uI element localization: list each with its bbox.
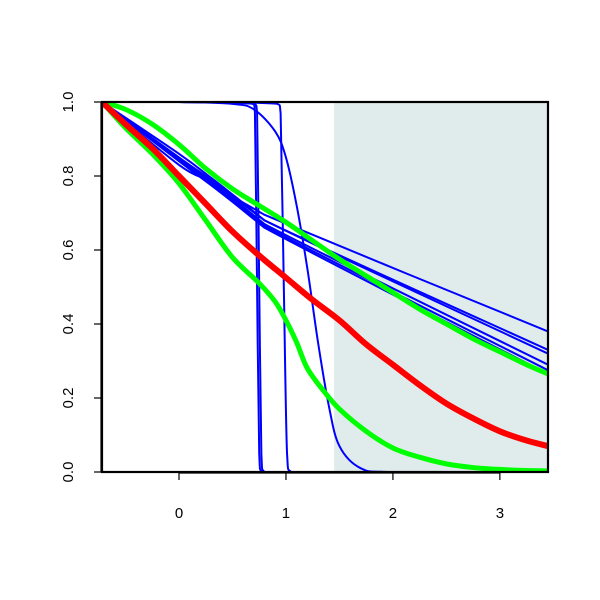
y-tick-label: 0.0 — [60, 462, 77, 483]
x-tick-label: 0 — [175, 505, 183, 522]
y-tick-label: 1.0 — [60, 92, 77, 113]
y-tick-label: 0.6 — [60, 240, 77, 261]
x-tick-label: 1 — [282, 505, 290, 522]
series-layer — [102, 102, 548, 472]
series-line-7 — [102, 102, 548, 355]
y-tick-label: 0.2 — [60, 388, 77, 409]
series-line-4 — [102, 102, 548, 472]
series-line-12 — [102, 102, 548, 472]
x-tick-label: 3 — [496, 505, 504, 522]
series-line-11 — [102, 102, 548, 377]
x-axis: 0 1 2 3 — [175, 472, 504, 522]
plot-area — [102, 102, 548, 472]
plot-frame — [100, 100, 550, 474]
y-axis: 0.0 0.2 0.4 0.6 0.8 1.0 — [60, 92, 102, 483]
series-line-13 — [102, 102, 548, 450]
x-tick-label: 2 — [389, 505, 397, 522]
series-line-8 — [102, 102, 548, 366]
y-tick-label: 0.8 — [60, 166, 77, 187]
y-tick-label: 0.4 — [60, 314, 77, 335]
